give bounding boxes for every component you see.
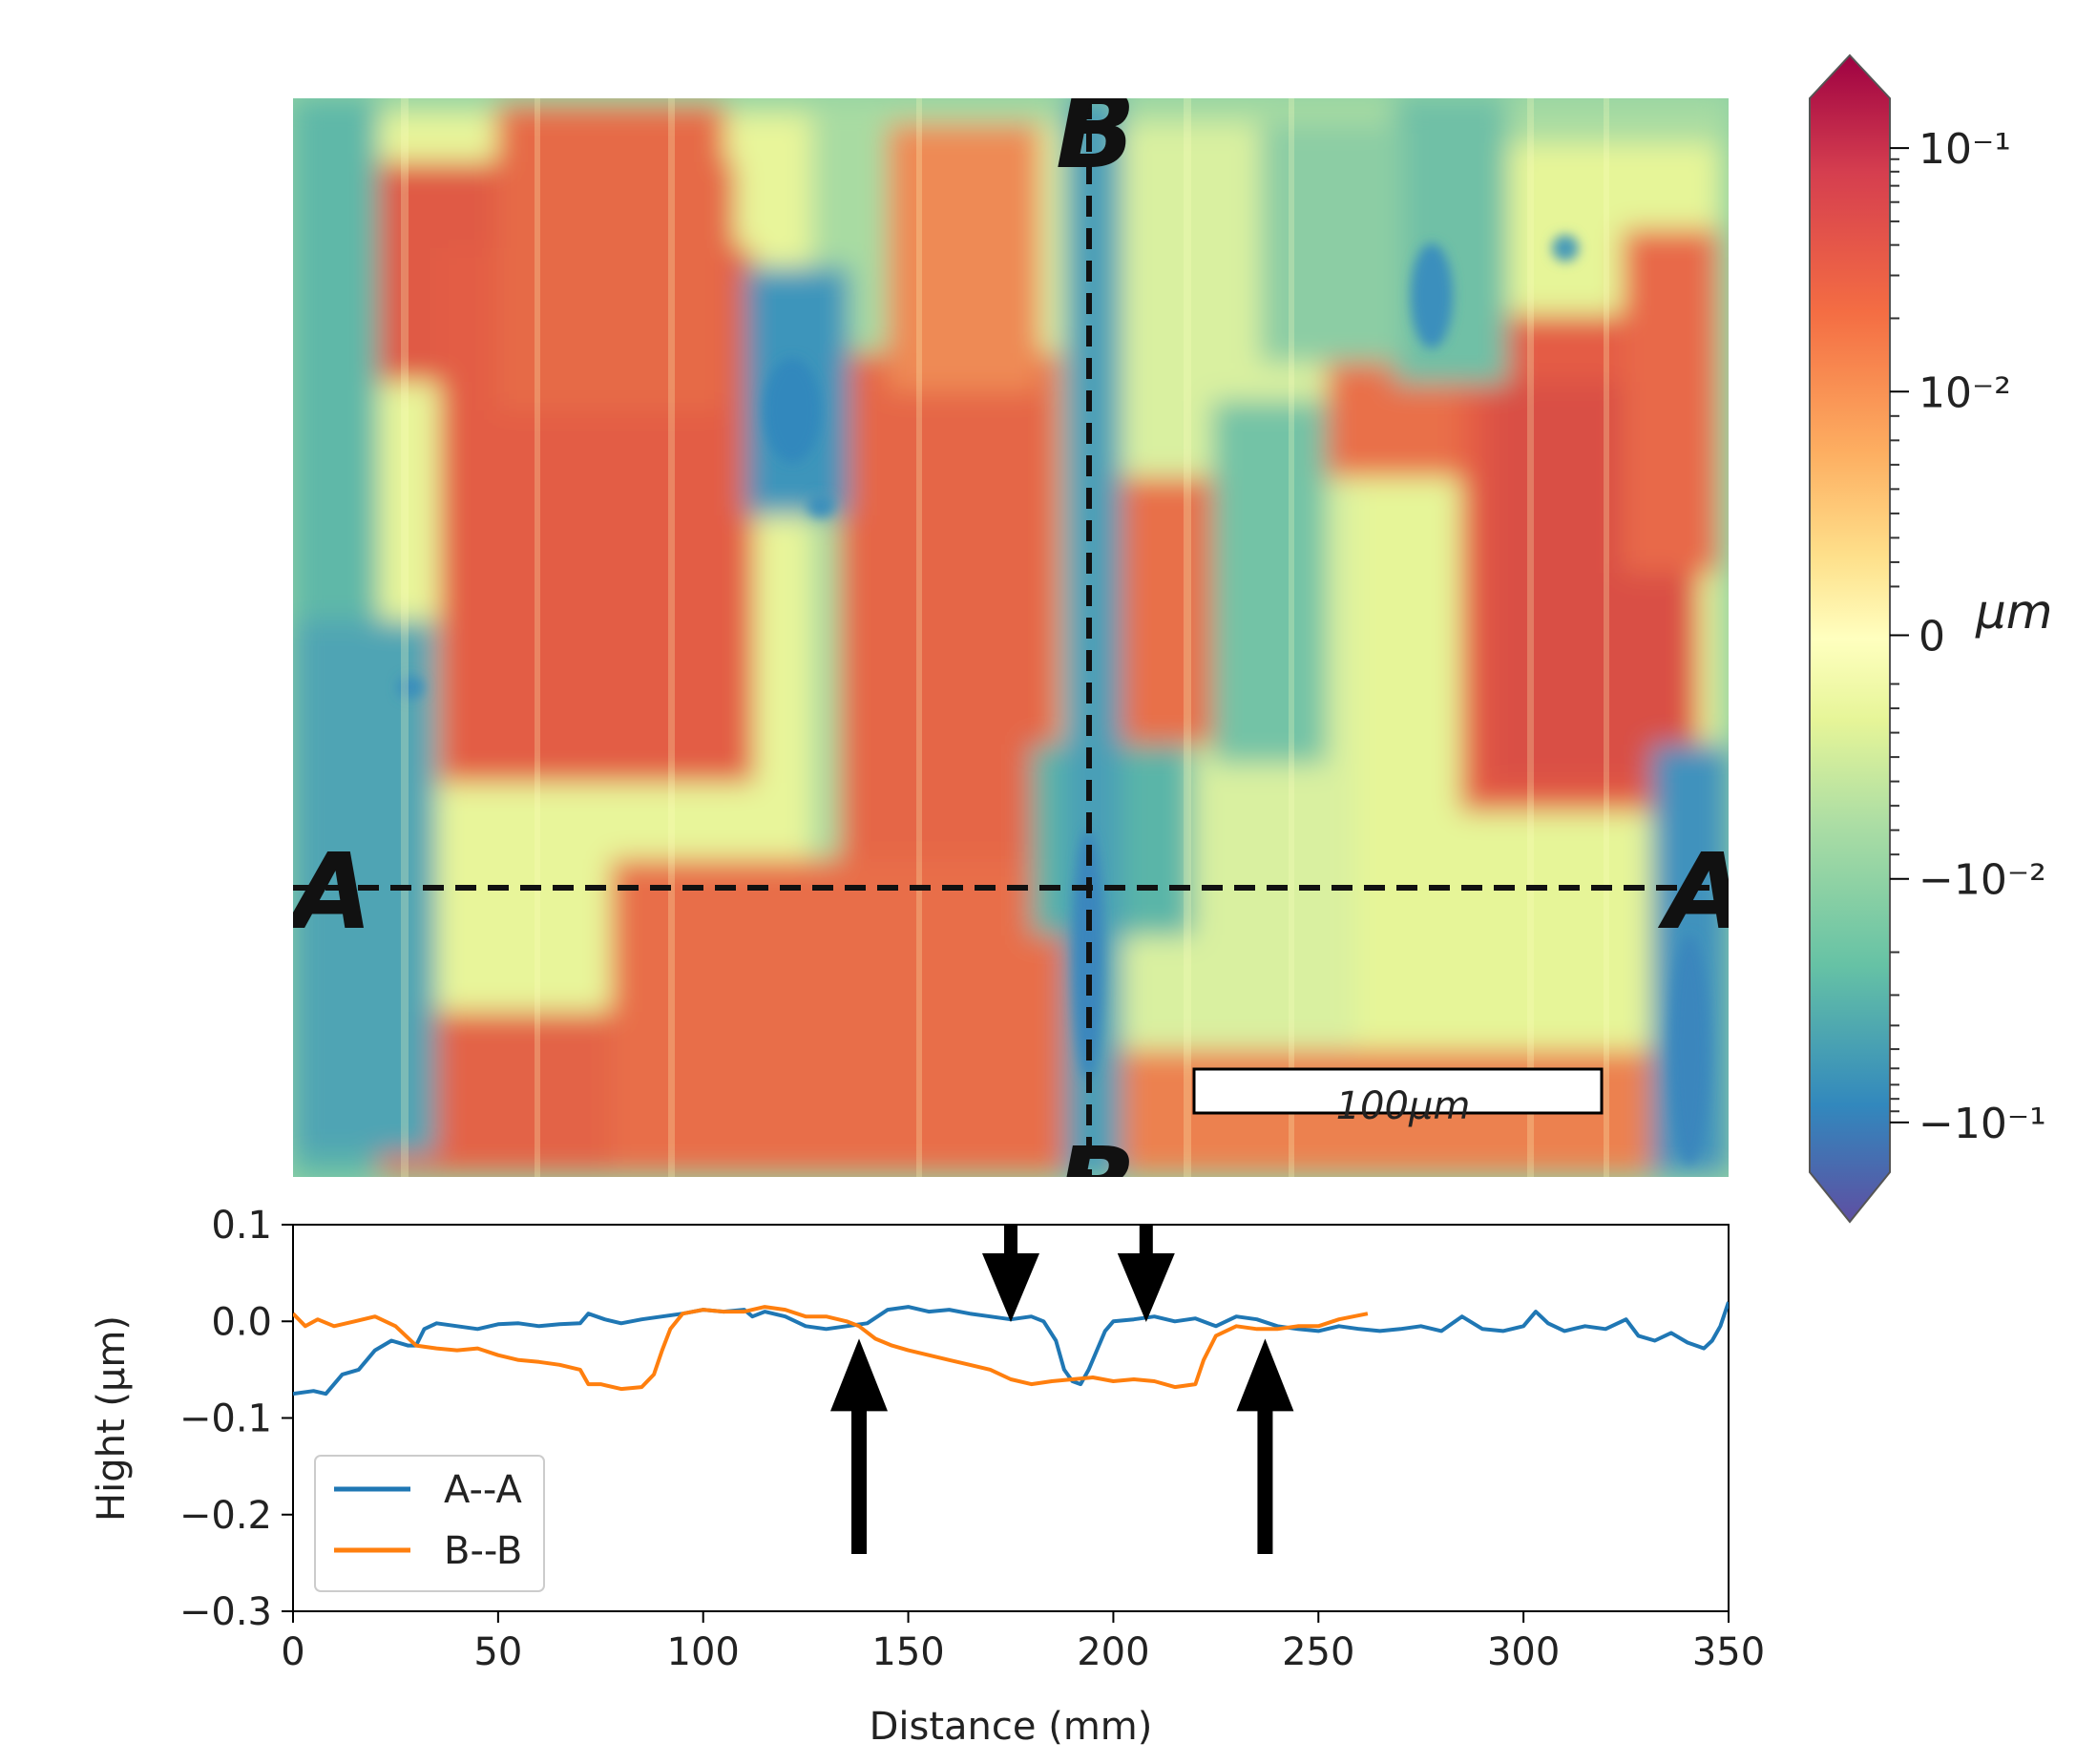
colorbar-tick-label-4: −10⁻¹ bbox=[1919, 1100, 2046, 1148]
colorbar-tick-label-3: −10⁻² bbox=[1919, 856, 2046, 905]
up-arrow-0 bbox=[830, 1338, 889, 1554]
down-arrow-1 bbox=[1117, 1225, 1175, 1322]
y-tick-label-3: −0.2 bbox=[179, 1494, 272, 1538]
height-map: 100μm A A B B bbox=[283, 70, 1746, 1247]
down-arrow-0 bbox=[982, 1225, 1039, 1322]
x-tick-label-2: 100 bbox=[667, 1630, 740, 1674]
x-tick-label-4: 200 bbox=[1077, 1630, 1149, 1674]
up-arrow-1 bbox=[1236, 1338, 1294, 1554]
x-tick-label-6: 300 bbox=[1487, 1630, 1560, 1674]
scale-bar bbox=[1192, 1067, 1604, 1115]
section-label-b-bottom: B bbox=[1056, 1124, 1136, 1247]
section-label-b-top: B bbox=[1056, 70, 1136, 192]
height-map-streaks bbox=[401, 98, 1609, 1177]
section-label-a-left: A bbox=[283, 830, 372, 953]
section-label-a-right: A bbox=[1657, 830, 1746, 953]
colorbar-tick-label-1: 10⁻² bbox=[1919, 368, 2011, 417]
colorbar-unit-label: μm bbox=[1975, 584, 2053, 640]
x-axis-ticks: 0 50 100 150 200 250 300 350 bbox=[281, 1611, 1765, 1674]
scale-bar-label: 100μm bbox=[1336, 1084, 1471, 1128]
series-line-b-b bbox=[293, 1305, 1369, 1392]
colorbar-tick-label-2: 0 bbox=[1919, 613, 1945, 662]
colorbar-tick-label-0: 10⁻¹ bbox=[1919, 125, 2011, 174]
x-tick-label-5: 250 bbox=[1282, 1630, 1354, 1674]
y-axis-label: Hight (μm) bbox=[90, 1315, 134, 1522]
y-axis-ticks: 0.1 0.0 −0.1 −0.2 −0.3 bbox=[179, 1204, 293, 1634]
y-tick-label-2: −0.1 bbox=[179, 1397, 272, 1441]
x-tick-label-0: 0 bbox=[281, 1630, 304, 1674]
series-layer bbox=[293, 1301, 1729, 1396]
y-tick-label-1: 0.0 bbox=[211, 1300, 272, 1344]
y-tick-label-0: 0.1 bbox=[211, 1204, 272, 1248]
x-tick-label-7: 350 bbox=[1692, 1630, 1765, 1674]
arrow-annotations bbox=[830, 1225, 1294, 1554]
legend: A--A B--B bbox=[314, 1455, 545, 1592]
x-axis-label: Distance (mm) bbox=[870, 1705, 1153, 1749]
y-tick-label-4: −0.3 bbox=[179, 1590, 272, 1634]
colorbar-body bbox=[1809, 53, 1891, 1224]
series-line-a-a bbox=[293, 1301, 1729, 1396]
x-tick-label-3: 150 bbox=[871, 1630, 944, 1674]
legend-entry-a: A--A bbox=[444, 1468, 522, 1512]
legend-entry-b: B--B bbox=[444, 1529, 522, 1573]
height-map-texture bbox=[293, 98, 1729, 1177]
colorbar-minor-ticks bbox=[1890, 158, 1899, 1113]
profile-chart: 0 50 100 150 200 250 300 350 0.1 0.0 −0.1 −0.2 −0.3… bbox=[90, 1204, 1765, 1749]
colorbar: 10⁻¹ 10⁻² 0 −10⁻² −10⁻¹ μm bbox=[1809, 53, 2053, 1224]
x-tick-label-1: 50 bbox=[473, 1630, 522, 1674]
colorbar-ticks: 10⁻¹ 10⁻² 0 −10⁻² −10⁻¹ bbox=[1890, 125, 2046, 1148]
